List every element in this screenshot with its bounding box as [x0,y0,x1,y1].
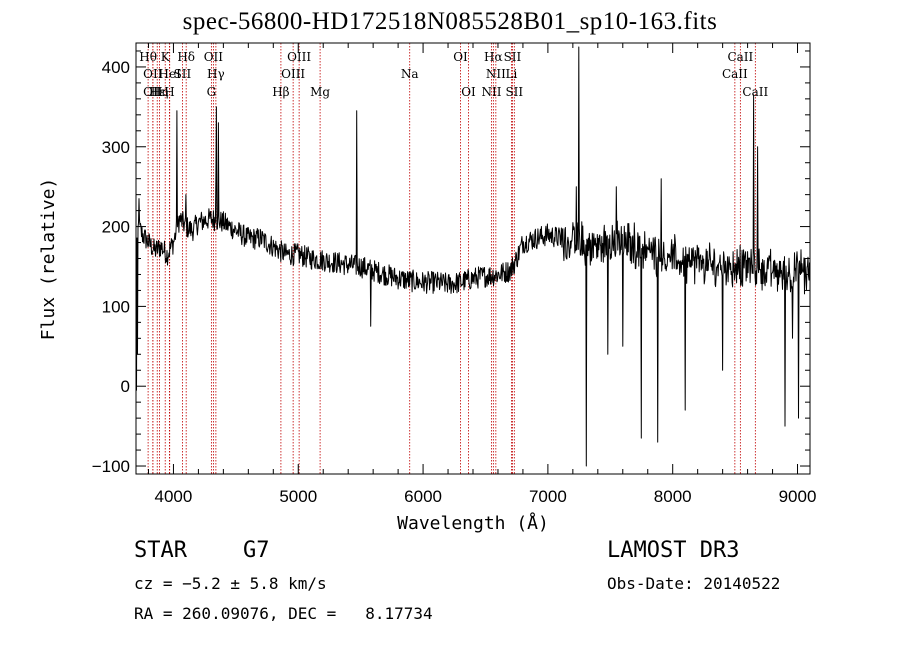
x-tick-label: 8000 [654,487,692,506]
chart-title: spec-56800-HD172518N085528B01_sp10-163.f… [182,8,718,35]
spectral-line-label: Mg [310,85,330,99]
spectral-line-label: CaII [722,67,748,81]
x-axis-label: Wavelength (Å) [397,512,549,534]
spectrum-line [135,46,811,467]
spectral-line-label: SII [504,50,522,64]
redshift-cz: cz = −5.2 ± 5.8 km/s [134,574,327,593]
spectral-line-label: Na [401,67,419,81]
spectral-line-label: OIII [281,67,305,81]
observation-date: Obs-Date: 20140522 [607,574,781,593]
spectral-line-label: OIII [287,50,311,64]
survey-name: LAMOST DR3 [607,538,740,563]
spectral-line-label: OII [204,50,224,64]
spectral-line-label: SII [174,67,192,81]
y-axis-label: Flux (relative) [38,178,59,341]
spectral-line-label: K [161,50,171,64]
spectral-line-label: NII [486,67,506,81]
object-class: STAR [134,538,187,563]
y-tick-label: −100 [92,457,130,476]
y-tick-label: 300 [102,138,130,157]
spectral-line-label: Hβ [272,85,289,99]
spectral-line-label: Hα [484,50,503,64]
spectral-line-label: OII [143,67,163,81]
x-tick-label: 5000 [279,487,317,506]
spectral-line-label: NII [481,85,501,99]
x-axis-ticks: 4000 5000 6000 7000 8000 9000 [147,43,817,506]
spectral-line-label: Hθ [139,50,157,64]
spectral-line-labels: HθOIIOIIHεHηKHHeISIIHδGOIIHγHβOIIIOIIIMg… [139,50,768,99]
spectral-line-label: HeI [159,67,182,81]
x-tick-label: 7000 [529,487,567,506]
spectral-line-label: OI [461,85,476,99]
y-tick-label: 100 [102,297,130,316]
spectral-line-label: Hδ [177,50,195,64]
ra-dec-coordinates: RA = 260.09076, DEC = 8.17734 [134,604,433,623]
y-axis-ticks: −100 0 100 200 300 400 [92,50,810,476]
spectral-line-label: G [207,85,217,99]
spectral-line-label: Hγ [207,67,225,81]
spectral-line-label: OI [453,50,468,64]
spectral-line-label: Li [506,67,518,81]
spectral-line-label: CaII [727,50,753,64]
x-tick-label: 9000 [779,487,817,506]
x-tick-label: 4000 [155,487,193,506]
spectral-line-label: SII [505,85,523,99]
x-tick-label: 6000 [404,487,442,506]
y-tick-label: 0 [121,377,130,396]
y-tick-label: 400 [102,58,130,77]
spectral-line-label: CaII [742,85,768,99]
object-subclass: G7 [243,538,270,563]
spectral-line-label: Hη [151,85,169,99]
spectral-line-label: Hε [149,85,166,99]
y-tick-label: 200 [102,218,130,237]
spectral-line-label: H [164,85,174,99]
spectral-line-label: OII [143,85,163,99]
